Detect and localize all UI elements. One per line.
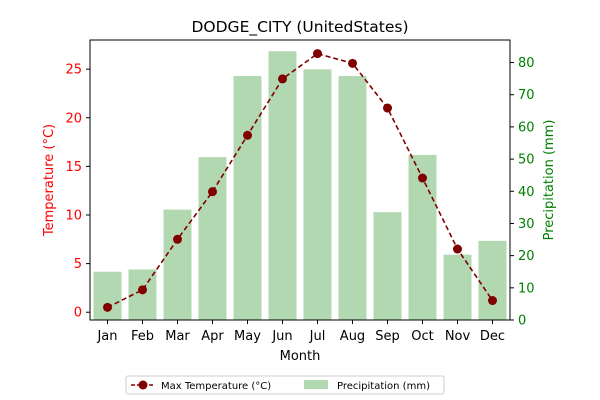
right-y-axis: 0 10 20 30 40 50 60 70 80 xyxy=(510,56,535,329)
right-y-tick-label: 80 xyxy=(518,56,535,71)
left-y-tick-label: 20 xyxy=(65,111,82,126)
legend-label-precipitation: Precipitation (mm) xyxy=(337,381,430,392)
x-tick-label: Dec xyxy=(480,329,505,344)
precipitation-bar-dec xyxy=(478,240,507,320)
temperature-point-sep xyxy=(383,103,392,113)
temperature-point-jan xyxy=(103,302,112,312)
legend-marker-swatch xyxy=(138,380,148,390)
x-tick-label: Oct xyxy=(411,329,433,344)
temperature-point-feb xyxy=(138,285,147,295)
right-y-tick-label: 0 xyxy=(518,314,526,329)
temperature-point-apr xyxy=(208,187,217,197)
x-tick-label: Jun xyxy=(271,329,292,344)
left-axis-label: Temperature (°C) xyxy=(42,124,57,237)
right-y-tick-label: 60 xyxy=(518,120,535,135)
right-y-tick-label: 20 xyxy=(518,249,535,264)
x-tick-label: Mar xyxy=(165,329,190,344)
temperature-point-oct xyxy=(418,173,427,183)
x-tick-label: Feb xyxy=(131,329,154,344)
x-tick-label: May xyxy=(234,329,261,344)
precipitation-bar-may xyxy=(233,76,262,320)
x-tick-label: Aug xyxy=(340,329,365,344)
right-y-tick-label: 50 xyxy=(518,153,535,168)
temperature-point-mar xyxy=(173,234,182,244)
left-y-tick-label: 10 xyxy=(65,209,82,224)
temperature-point-jun xyxy=(278,74,287,84)
x-tick-label: Jul xyxy=(309,329,326,344)
temperature-series-line xyxy=(107,52,494,309)
precipitation-bar-nov xyxy=(443,254,472,320)
left-y-tick-label: 0 xyxy=(74,306,82,321)
left-y-tick-label: 25 xyxy=(65,63,82,78)
x-axis-label: Month xyxy=(280,349,321,364)
chart-title: DODGE_CITY (UnitedStates) xyxy=(191,18,408,37)
right-y-tick-label: 40 xyxy=(518,185,535,200)
plot-area-frame xyxy=(89,39,511,321)
precipitation-bar-jun xyxy=(268,51,297,320)
temperature-line xyxy=(103,49,497,312)
left-y-tick-label: 5 xyxy=(74,257,82,272)
x-tick-label: Jan xyxy=(96,329,117,344)
x-tick-label: Sep xyxy=(375,329,400,344)
left-y-tick-label: 15 xyxy=(65,160,82,175)
right-axis-label: Precipitation (mm) xyxy=(542,120,557,241)
right-y-tick-label: 30 xyxy=(518,217,535,232)
x-tick-label: Apr xyxy=(201,329,224,344)
precipitation-bar-apr xyxy=(198,157,227,320)
temperature-point-may xyxy=(243,130,252,140)
right-y-tick-label: 10 xyxy=(518,281,535,296)
temperature-point-jul xyxy=(313,49,322,59)
precipitation-bar-jul xyxy=(303,69,332,320)
x-tick-label: Nov xyxy=(445,329,471,344)
precipitation-bar-jan xyxy=(93,271,122,320)
legend-bar-swatch xyxy=(304,380,328,389)
temperature-point-nov xyxy=(453,244,462,254)
temperature-point-dec xyxy=(488,296,497,306)
temperature-point-aug xyxy=(348,58,357,68)
left-y-axis: 0 5 10 15 20 25 xyxy=(65,63,90,321)
legend-box xyxy=(125,375,445,395)
legend-label-temperature: Max Temperature (°C) xyxy=(161,381,271,392)
x-axis: Jan Feb Mar Apr May Jun Jul Aug Sep Oct Nov Dec xyxy=(96,320,505,344)
precipitation-bars xyxy=(93,51,507,320)
precipitation-bar-mar xyxy=(163,209,192,320)
precipitation-bar-sep xyxy=(373,212,402,320)
right-y-tick-label: 70 xyxy=(518,88,535,103)
legend: Max Temperature (°C) Precipitation (mm) xyxy=(125,375,445,395)
precipitation-bar-aug xyxy=(338,76,367,320)
